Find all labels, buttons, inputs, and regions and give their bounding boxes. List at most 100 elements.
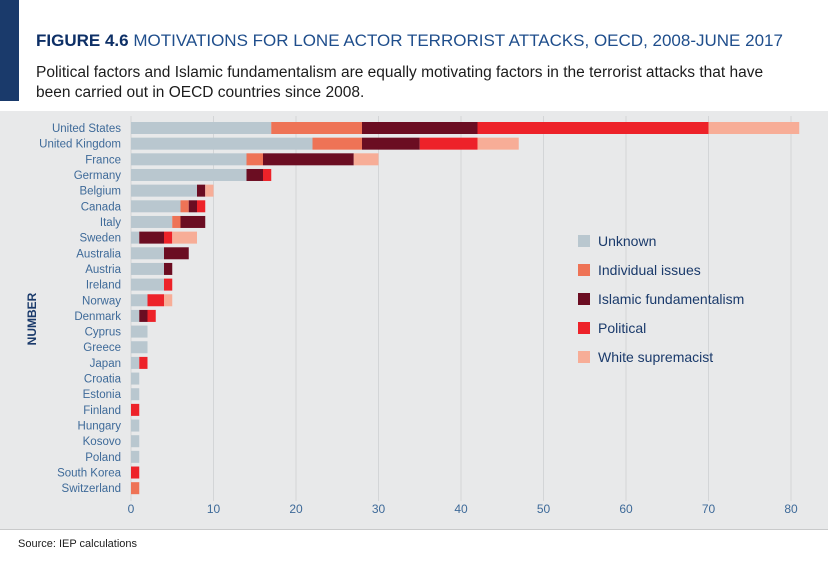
bar-segment-islamic-fundamentalism [164,262,173,275]
category-label: Austria [85,264,121,276]
x-tick-label: 0 [128,502,135,516]
category-label: Finland [83,405,121,417]
x-tick-label: 20 [289,502,303,516]
x-tick-label: 30 [372,502,386,516]
x-tick-label: 40 [454,502,468,516]
bar-segment-unknown [131,184,197,197]
x-tick-label: 50 [537,502,551,516]
x-tick-label: 60 [619,502,633,516]
bar-segment-unknown [131,419,140,432]
legend-label-islamic-fundamentalism: Islamic fundamentalism [598,291,744,307]
legend-swatch-islamic-fundamentalism [578,293,590,305]
bar-segment-individual-issues [172,215,181,228]
bar-segment-individual-issues [131,482,140,495]
category-label: Estonia [83,389,122,401]
category-label: Hungary [78,421,122,433]
bar-segment-political [139,356,148,369]
category-label: Ireland [86,280,121,292]
category-label: Italy [100,217,121,229]
bar-segment-unknown [131,309,140,322]
bar-segment-white-supremacist [172,231,197,244]
category-label: United Kingdom [39,139,121,151]
bar-segment-unknown [131,262,164,275]
legend-swatch-unknown [578,235,590,247]
bar-segment-unknown [131,278,164,291]
bar-segment-political [147,294,164,307]
bar-segment-islamic-fundamentalism [197,184,206,197]
x-tick-label: 10 [207,502,221,516]
bar-segment-political [131,466,140,479]
figure-title: FIGURE 4.6 MOTIVATIONS FOR LONE ACTOR TE… [36,31,783,51]
bar-segment-unknown [131,435,140,448]
category-label: Switzerland [62,483,121,495]
bar-segment-unknown [131,247,164,260]
bar-segment-unknown [131,341,148,354]
bar-segment-white-supremacist [205,184,214,197]
y-axis-label: NUMBER [25,292,39,345]
bar-segment-unknown [131,356,140,369]
category-label: Australia [76,248,121,260]
legend-swatch-political [578,322,590,334]
bar-segment-unknown [131,231,140,244]
figure-subtitle: Political factors and Islamic fundamenta… [36,64,764,101]
legend-label-unknown: Unknown [598,233,656,249]
source-divider [0,529,828,530]
legend-label-individual-issues: Individual issues [598,262,701,278]
bar-segment-islamic-fundamentalism [188,200,197,213]
category-label: Kosovo [83,436,121,448]
bar-segment-unknown [131,168,247,181]
bar-segment-political [263,168,272,181]
bar-segment-individual-issues [312,137,362,150]
accent-bar [0,0,19,101]
category-label: Japan [90,358,121,370]
bar-segment-islamic-fundamentalism [362,137,420,150]
bar-segment-islamic-fundamentalism [246,168,263,181]
category-label: France [85,154,121,166]
chart-panel: United States United Kingdom France Germany… [0,111,828,529]
legend-label-white-supremacist: White supremacist [598,349,713,365]
category-label: Croatia [84,374,122,386]
bar-segment-political [164,278,173,291]
bar-segment-islamic-fundamentalism [164,247,189,260]
bar-segment-islamic-fundamentalism [263,153,354,166]
bar-segment-unknown [131,137,313,150]
category-label: South Korea [57,468,122,480]
category-label: Cyprus [85,327,122,339]
bar-segment-white-supremacist [708,122,800,134]
bar-segment-unknown [131,122,272,134]
bar-segment-political [147,309,156,322]
legend-label-political: Political [598,320,646,336]
bar-segment-individual-issues [271,122,362,134]
bar-segment-unknown [131,388,140,401]
bar-segment-political [477,122,709,134]
x-tick-label: 80 [784,502,798,516]
bar-segment-white-supremacist [353,153,379,166]
bar-segment-islamic-fundamentalism [362,122,478,134]
legend-swatch-individual-issues [578,264,590,276]
bar-segment-political [197,200,206,213]
category-label: Canada [81,201,122,213]
figure-label: FIGURE 4.6 [36,31,129,50]
x-tick-labels: 0 10 20 30 40 50 60 70 80 [128,502,798,516]
bar-segment-islamic-fundamentalism [139,309,148,322]
bar-segment-political [131,403,140,416]
legend-swatch-white-supremacist [578,351,590,363]
bar-segment-islamic-fundamentalism [139,231,164,244]
bar-segment-unknown [131,372,140,385]
bar-segment-unknown [131,450,140,463]
category-label: Poland [85,452,121,464]
x-tick-label: 70 [702,502,716,516]
bar-segment-unknown [131,153,247,166]
bars [131,122,800,495]
bar-segment-unknown [131,200,181,213]
category-label: United States [52,123,121,135]
bar-segment-political [164,231,173,244]
bar-segment-white-supremacist [164,294,173,307]
legend: Unknown Individual issues Islamic fundamen… [578,233,744,365]
bar-segment-political [419,137,478,150]
bar-segment-individual-issues [246,153,263,166]
category-label: Belgium [79,186,121,198]
bar-segment-unknown [131,215,173,228]
bar-segment-unknown [131,294,148,307]
